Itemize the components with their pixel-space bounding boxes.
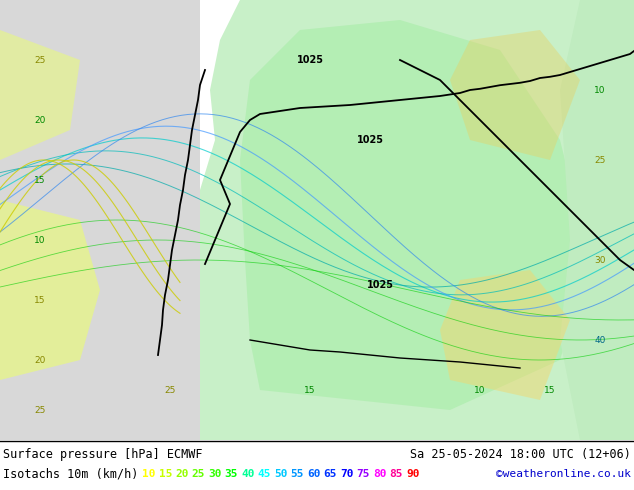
Polygon shape xyxy=(195,0,634,440)
Text: 20: 20 xyxy=(175,469,188,479)
Text: 45: 45 xyxy=(257,469,271,479)
Polygon shape xyxy=(450,30,580,160)
Text: 50: 50 xyxy=(274,469,287,479)
Text: 15: 15 xyxy=(304,386,316,394)
Polygon shape xyxy=(0,200,100,380)
Text: 65: 65 xyxy=(323,469,337,479)
Text: Isotachs 10m (km/h): Isotachs 10m (km/h) xyxy=(3,467,138,481)
Text: 15: 15 xyxy=(34,295,46,304)
Text: 80: 80 xyxy=(373,469,387,479)
Text: 10: 10 xyxy=(34,236,46,245)
Text: 1025: 1025 xyxy=(356,135,384,145)
Text: Sa 25-05-2024 18:00 UTC (12+06): Sa 25-05-2024 18:00 UTC (12+06) xyxy=(410,447,631,461)
Text: 15: 15 xyxy=(34,175,46,185)
Text: 40: 40 xyxy=(594,336,605,344)
Text: 20: 20 xyxy=(34,116,46,124)
Text: 25: 25 xyxy=(34,406,46,415)
Text: 25: 25 xyxy=(34,55,46,65)
Text: 40: 40 xyxy=(241,469,254,479)
Text: 90: 90 xyxy=(406,469,420,479)
Text: 20: 20 xyxy=(34,356,46,365)
Text: 1025: 1025 xyxy=(366,280,394,290)
Text: 25: 25 xyxy=(594,155,605,165)
Text: 30: 30 xyxy=(594,255,605,265)
Text: 85: 85 xyxy=(389,469,403,479)
Text: 35: 35 xyxy=(224,469,238,479)
Polygon shape xyxy=(440,270,570,400)
Text: 15: 15 xyxy=(544,386,556,394)
Text: Surface pressure [hPa] ECMWF: Surface pressure [hPa] ECMWF xyxy=(3,447,202,461)
Text: 75: 75 xyxy=(356,469,370,479)
Text: 55: 55 xyxy=(290,469,304,479)
Text: ©weatheronline.co.uk: ©weatheronline.co.uk xyxy=(496,469,631,479)
Text: 30: 30 xyxy=(208,469,221,479)
Text: 60: 60 xyxy=(307,469,321,479)
Polygon shape xyxy=(560,0,634,440)
Polygon shape xyxy=(0,0,200,440)
Text: 15: 15 xyxy=(158,469,172,479)
Polygon shape xyxy=(240,20,590,410)
Text: 25: 25 xyxy=(164,386,176,394)
Text: 10: 10 xyxy=(474,386,486,394)
Text: 25: 25 xyxy=(191,469,205,479)
Text: 10: 10 xyxy=(142,469,155,479)
Text: 70: 70 xyxy=(340,469,354,479)
Text: 1025: 1025 xyxy=(297,55,323,65)
Text: 10: 10 xyxy=(594,85,605,95)
Polygon shape xyxy=(0,30,80,160)
